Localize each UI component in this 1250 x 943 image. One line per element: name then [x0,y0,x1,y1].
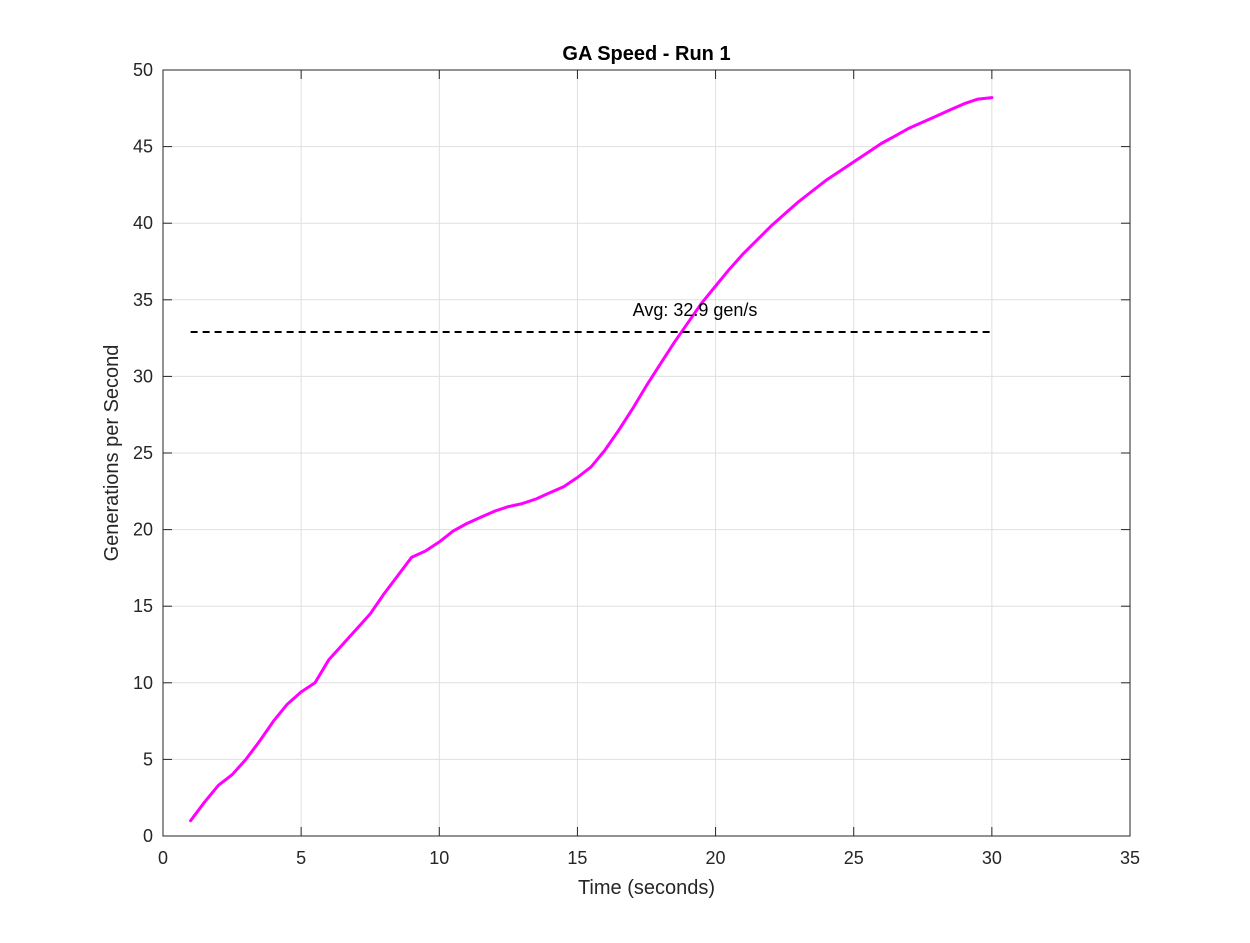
y-tick-label: 10 [133,673,153,693]
x-tick-label: 20 [706,848,726,868]
y-tick-label: 20 [133,520,153,540]
x-tick-label: 5 [296,848,306,868]
tick-layer: 0 5 10 15 20 25 30 35 0 5 10 15 20 25 30 35 40 45 50 [133,60,1140,868]
y-tick-label: 30 [133,366,153,386]
x-tick-label: 10 [429,848,449,868]
series-layer [189,96,994,823]
y-tick-label: 50 [133,60,153,80]
y-tick-label: 45 [133,137,153,157]
chart-title: GA Speed - Run 1 [562,43,730,65]
series-line [189,96,994,823]
y-tick-label: 5 [143,749,153,769]
x-tick-label: 30 [982,848,1002,868]
x-axis-label: Time (seconds) [578,877,715,899]
y-tick-label: 40 [133,213,153,233]
y-axis-label: Generations per Second [101,345,123,562]
y-tick-label: 0 [143,826,153,846]
y-tick-label: 35 [133,290,153,310]
grid-layer [163,70,1130,836]
y-tick-label: 15 [133,596,153,616]
y-tick-label: 25 [133,443,153,463]
x-tick-label: 15 [567,848,587,868]
x-tick-label: 25 [844,848,864,868]
x-tick-label: 0 [158,848,168,868]
x-tick-label: 35 [1120,848,1140,868]
average-annotation: Avg: 32.9 gen/s [633,300,758,320]
